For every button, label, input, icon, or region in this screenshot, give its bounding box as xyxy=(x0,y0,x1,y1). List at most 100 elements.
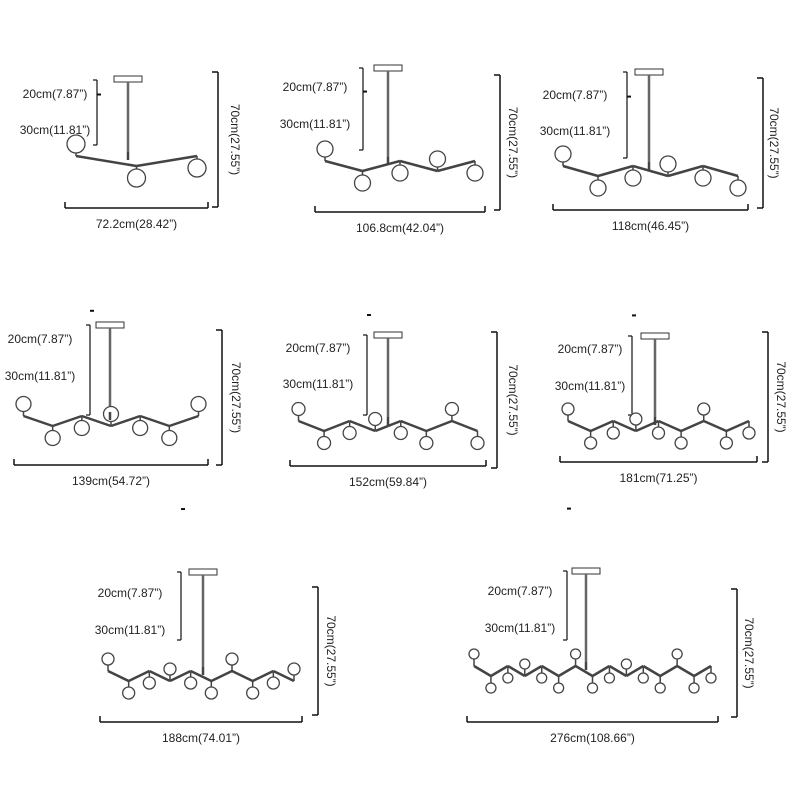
product-panel: 20cm(7.87”) 30cm(11.81”) 70cm(27.55”) 118cm… xyxy=(540,68,781,233)
ceiling-plate xyxy=(373,331,403,339)
ceiling-plate xyxy=(188,568,218,576)
arm xyxy=(323,419,351,433)
globe xyxy=(161,429,178,447)
width-label: 276cm(108.66”) xyxy=(550,731,635,745)
arm xyxy=(725,419,750,433)
globe xyxy=(316,435,332,451)
globe xyxy=(536,672,548,684)
globe xyxy=(485,682,497,694)
globe xyxy=(502,672,514,684)
ceiling-plate xyxy=(571,567,601,575)
globe xyxy=(468,648,480,660)
globe xyxy=(705,672,717,684)
globe xyxy=(561,402,575,416)
globe xyxy=(101,652,115,666)
arm xyxy=(324,159,363,173)
width-label: 72.2cm(28.42”) xyxy=(96,217,177,231)
arm xyxy=(632,164,669,178)
height-label: 70cm(27.55”) xyxy=(506,107,520,178)
globe xyxy=(466,164,484,182)
height-label: 70cm(27.55”) xyxy=(742,617,756,688)
arm xyxy=(676,664,695,678)
arm xyxy=(702,164,739,178)
height-label: 70cm(27.55”) xyxy=(767,107,781,178)
arm xyxy=(558,664,577,678)
arm xyxy=(680,419,705,433)
arm xyxy=(541,664,560,678)
arm xyxy=(362,159,401,173)
width-label: 152cm(59.84”) xyxy=(349,475,427,489)
globe xyxy=(342,425,357,441)
globe xyxy=(519,658,531,670)
arm xyxy=(657,419,682,433)
arm xyxy=(451,419,478,433)
width-label: 181cm(71.25”) xyxy=(619,471,697,485)
globe xyxy=(729,179,747,197)
globe xyxy=(190,395,207,413)
ceiling-plate xyxy=(640,332,670,340)
drop-upper-label: 20cm(7.87”) xyxy=(23,87,88,101)
drop-lower-label: 30cm(11.81”) xyxy=(5,369,75,383)
globe xyxy=(629,412,643,426)
height-label: 70cm(27.55”) xyxy=(774,361,788,432)
arm xyxy=(597,164,634,178)
arm xyxy=(473,664,492,678)
arm xyxy=(642,664,661,678)
globe xyxy=(142,676,156,690)
globe xyxy=(694,169,712,187)
globe xyxy=(651,426,666,440)
globe xyxy=(719,436,734,450)
drop-lower-label: 30cm(11.81”) xyxy=(280,117,350,131)
arm xyxy=(168,414,199,428)
globe xyxy=(583,436,598,450)
globe xyxy=(470,435,485,451)
globe xyxy=(316,140,334,158)
arm xyxy=(81,414,112,428)
globe xyxy=(15,395,32,413)
arm xyxy=(399,159,438,173)
arm xyxy=(507,664,526,678)
arm xyxy=(272,669,295,683)
globe xyxy=(225,652,239,666)
globe xyxy=(287,662,301,676)
arm xyxy=(23,414,54,428)
globe xyxy=(44,429,61,447)
globe xyxy=(654,682,666,694)
arm xyxy=(562,164,599,178)
globe xyxy=(73,419,90,437)
arm xyxy=(252,669,274,683)
arm xyxy=(625,664,644,678)
product-panel: 20cm(7.87”) 30cm(11.81”) 70cm(27.55”) 152cm… xyxy=(283,314,520,489)
globe xyxy=(266,676,280,690)
drop-lower-label: 30cm(11.81”) xyxy=(95,623,165,637)
globe xyxy=(368,411,383,427)
arm xyxy=(693,664,712,678)
arm xyxy=(210,669,233,683)
height-label: 70cm(27.55”) xyxy=(506,364,520,435)
globe xyxy=(391,164,409,182)
height-label: 70cm(27.55”) xyxy=(228,104,242,175)
product-panel: 20cm(7.87”) 30cm(11.81”) 70cm(27.55”) 276cm… xyxy=(466,507,756,745)
drop-lower-label: 30cm(11.81”) xyxy=(283,377,353,391)
arm xyxy=(374,419,402,433)
ceiling-plate xyxy=(634,68,664,76)
globe xyxy=(637,672,649,684)
arm xyxy=(703,419,727,433)
arm xyxy=(139,414,170,428)
arm xyxy=(574,664,594,678)
ceiling-plate xyxy=(95,321,125,329)
globe xyxy=(606,426,620,440)
arm xyxy=(437,159,476,173)
product-panel: 20cm(7.87”) 30cm(11.81”) 70cm(27.55”) 72.2c… xyxy=(20,71,242,231)
arm xyxy=(667,164,704,178)
arm xyxy=(567,419,592,433)
globe xyxy=(659,155,677,173)
ceiling-plate xyxy=(113,75,143,83)
drop-upper-label: 20cm(7.87”) xyxy=(286,341,351,355)
width-label: 118cm(46.45”) xyxy=(612,219,689,233)
width-label: 139cm(54.72”) xyxy=(72,474,150,488)
drop-lower-label: 30cm(11.81”) xyxy=(540,124,610,138)
arm xyxy=(591,664,611,678)
globe xyxy=(589,179,607,197)
